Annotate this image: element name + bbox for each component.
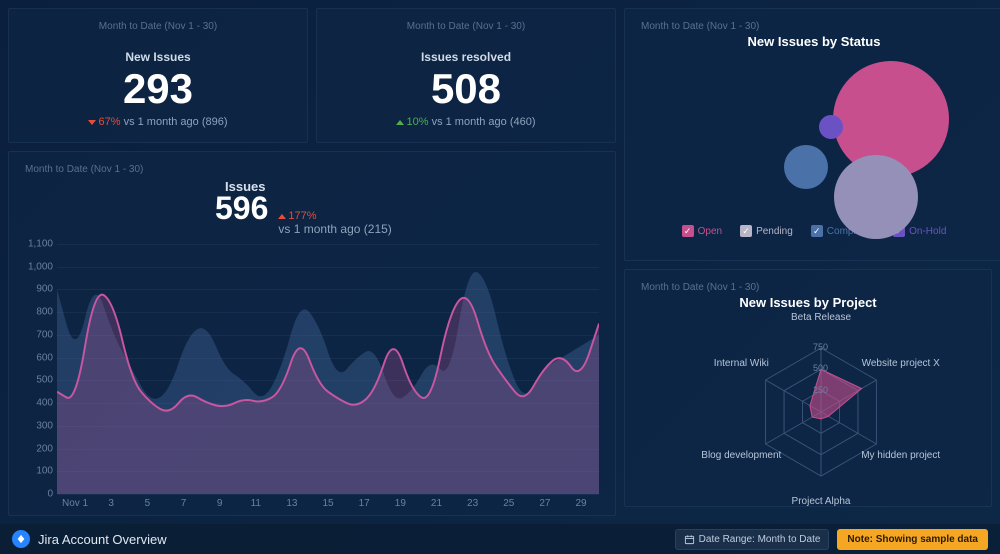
arrow-up-icon bbox=[396, 120, 404, 125]
radar-axis-label: Blog development bbox=[696, 450, 786, 461]
resolved-title: Issues resolved bbox=[333, 50, 599, 64]
date-range-label: Month to Date (Nov 1 - 30) bbox=[25, 21, 291, 32]
status-title: New Issues by Status bbox=[641, 34, 987, 49]
project-card: Month to Date (Nov 1 - 30) New Issues by… bbox=[624, 269, 992, 507]
new-issues-value: 293 bbox=[25, 66, 291, 112]
radar-axis-label: Website project X bbox=[856, 358, 946, 369]
date-range-button[interactable]: Date Range: Month to Date bbox=[675, 529, 830, 550]
resolved-card: Month to Date (Nov 1 - 30) Issues resolv… bbox=[316, 8, 616, 143]
calendar-icon bbox=[684, 534, 695, 545]
date-range-label: Month to Date (Nov 1 - 30) bbox=[333, 21, 599, 32]
date-range-label: Month to Date (Nov 1 - 30) bbox=[25, 164, 599, 175]
new-issues-change: 67% vs 1 month ago (896) bbox=[25, 116, 291, 128]
radar-chart: Beta Release Website project X My hidden p… bbox=[641, 314, 975, 504]
date-range-label: Month to Date (Nov 1 - 30) bbox=[641, 282, 975, 293]
legend-item[interactable]: ✓Pending bbox=[740, 225, 793, 237]
area-chart-svg bbox=[57, 244, 599, 494]
issues-chart-area: 1,1001,0009008007006005004003002001000 N… bbox=[25, 244, 599, 514]
jira-icon bbox=[12, 530, 30, 548]
radar-axis-label: Project Alpha bbox=[776, 496, 866, 507]
issues-change: 177% bbox=[278, 210, 391, 222]
status-card: Month to Date (Nov 1 - 30) New Issues by… bbox=[624, 8, 1000, 261]
bubble-on-hold[interactable] bbox=[819, 115, 843, 139]
radar-axis-label: My hidden project bbox=[856, 450, 946, 461]
sample-data-badge: Note: Showing sample data bbox=[837, 529, 988, 550]
arrow-down-icon bbox=[88, 120, 96, 125]
issues-comparison: vs 1 month ago (215) bbox=[278, 222, 391, 236]
date-range-label: Month to Date (Nov 1 - 30) bbox=[641, 21, 987, 32]
resolved-change: 10% vs 1 month ago (460) bbox=[333, 116, 599, 128]
bubble-chart bbox=[641, 57, 987, 217]
radar-axis-label: Internal Wiki bbox=[696, 358, 786, 369]
dashboard-title: Jira Account Overview bbox=[38, 532, 167, 547]
new-issues-title: New Issues bbox=[25, 50, 291, 64]
arrow-up-icon bbox=[278, 214, 286, 219]
status-legend: ✓Open✓Pending✓Completed✓On-Hold bbox=[641, 225, 987, 237]
radar-axis-label: Beta Release bbox=[776, 312, 866, 323]
footer-bar: Jira Account Overview Date Range: Month … bbox=[0, 524, 1000, 554]
legend-item[interactable]: ✓Open bbox=[682, 225, 722, 237]
new-issues-card: Month to Date (Nov 1 - 30) New Issues 29… bbox=[8, 8, 308, 143]
issues-card: Month to Date (Nov 1 - 30) Issues 596 17… bbox=[8, 151, 616, 516]
bubble-pending[interactable] bbox=[834, 155, 918, 239]
bubble-completed[interactable] bbox=[784, 145, 828, 189]
resolved-value: 508 bbox=[333, 66, 599, 112]
issues-value: 596 bbox=[215, 190, 268, 227]
project-title: New Issues by Project bbox=[641, 295, 975, 310]
